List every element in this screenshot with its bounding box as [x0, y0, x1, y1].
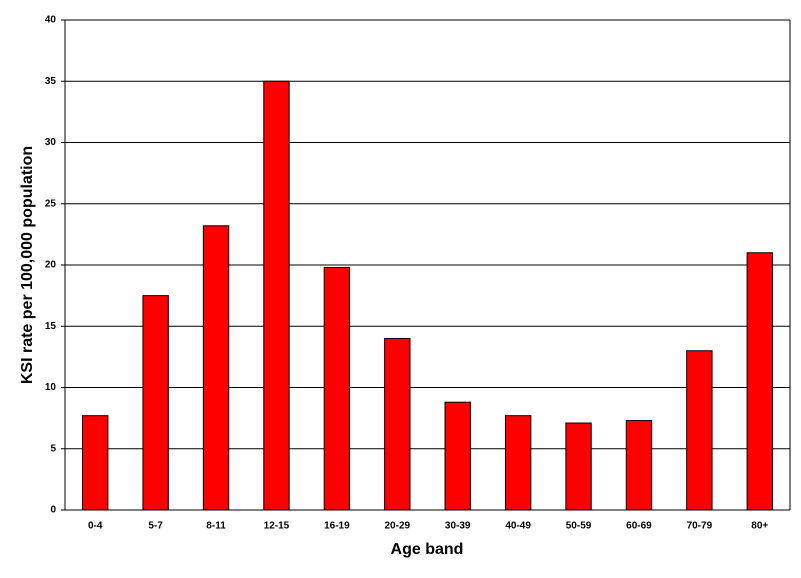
x-tick-label: 20-29	[385, 521, 411, 532]
y-tick-label: 20	[45, 260, 57, 271]
bar	[202, 225, 230, 511]
x-tick-label: 8-11	[206, 521, 226, 532]
bar	[625, 420, 653, 511]
y-axis-title: KSI rate per 100,000 population	[19, 146, 36, 384]
y-tick-label: 0	[50, 505, 56, 516]
x-tick-label: 70-79	[687, 521, 713, 532]
x-tick-label: 30-39	[445, 521, 471, 532]
y-tick-label: 25	[45, 198, 57, 209]
bar	[142, 295, 169, 511]
y-tick-label: 15	[45, 321, 57, 332]
bar	[323, 266, 351, 511]
x-tick-label: 80+	[751, 521, 768, 532]
bar	[686, 350, 713, 511]
bar	[746, 252, 773, 511]
bar	[444, 401, 471, 511]
bar	[82, 415, 109, 511]
x-tick-label: 12-15	[264, 521, 290, 532]
x-tick-label: 16-19	[324, 521, 350, 532]
x-axis-title: Age band	[391, 541, 464, 558]
x-tick-label: 0-4	[88, 521, 103, 532]
x-tick-label: 50-59	[566, 521, 592, 532]
y-tick-label: 35	[45, 76, 57, 87]
bar	[565, 422, 592, 511]
bar	[263, 80, 290, 511]
y-tick-label: 40	[45, 15, 57, 26]
y-tick-label: 5	[50, 443, 56, 454]
x-tick-label: 60-69	[626, 521, 652, 532]
y-tick-label: 30	[45, 137, 57, 148]
bar	[384, 338, 411, 511]
x-tick-label: 5-7	[148, 521, 163, 532]
x-tick-label: 40-49	[505, 521, 531, 532]
y-tick-label: 10	[45, 382, 57, 393]
bar	[504, 415, 532, 511]
